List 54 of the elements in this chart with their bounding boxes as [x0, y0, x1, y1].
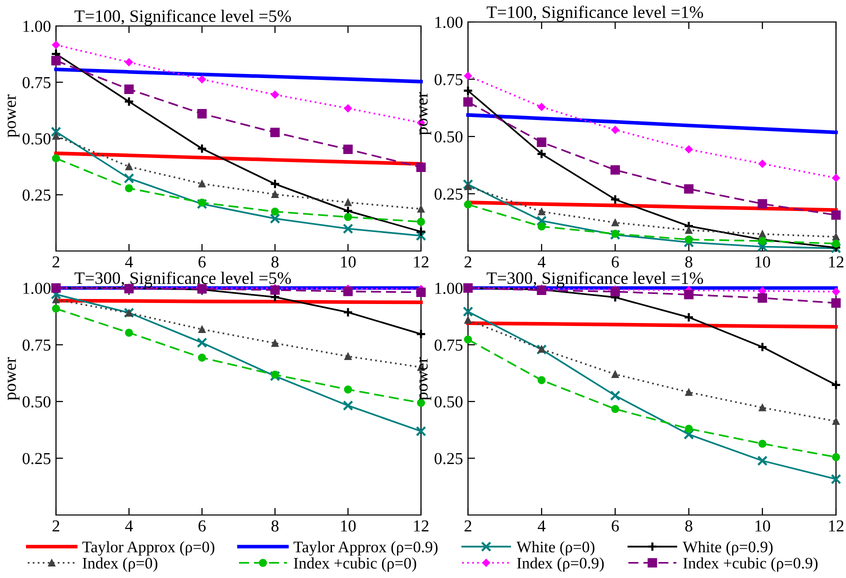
y-tick-label: 0.25	[434, 188, 462, 200]
x-tick-label: 2	[464, 256, 472, 268]
x-tick-label: 8	[685, 256, 692, 268]
y-tick-label: 0.75	[434, 339, 462, 351]
y-axis-title: power	[8, 357, 20, 400]
x-tick-label: 2	[52, 520, 60, 532]
x-tick-label: 6	[612, 256, 619, 268]
x-tick-label: 4	[125, 256, 133, 268]
x-tick-label: 4	[538, 256, 546, 268]
x-tick-label: 8	[271, 256, 279, 268]
y-tick-label: 1.00	[435, 16, 463, 28]
y-tick-label: 0.25	[22, 189, 50, 201]
legend-label: Index (ρ=0.9)	[517, 557, 604, 572]
x-tick-label: 12	[414, 256, 428, 268]
y-tick-label: 1.00	[435, 282, 463, 294]
x-tick-label: 10	[756, 256, 770, 268]
chart-title: T=100, Significance level =5%	[74, 10, 291, 26]
chart-title: T=300, Significance level =5%	[74, 272, 291, 288]
y-tick-label: 0.50	[22, 133, 51, 145]
y-tick-label: 0.75	[22, 339, 50, 351]
x-tick-label: 8	[685, 520, 692, 532]
x-tick-label: 12	[829, 520, 844, 532]
x-tick-label: 4	[125, 520, 133, 532]
x-tick-label: 10	[756, 520, 770, 532]
legend-label: White (ρ=0.9)	[682, 541, 773, 556]
y-tick-label: 0.50	[434, 396, 463, 408]
x-tick-label: 6	[198, 256, 206, 268]
y-tick-label: 0.75	[22, 76, 50, 88]
legend-label: Index (ρ=0)	[82, 557, 158, 572]
x-tick-label: 2	[464, 520, 472, 532]
x-tick-label: 6	[198, 520, 206, 532]
y-tick-label: 0.75	[434, 74, 462, 86]
x-tick-label: 4	[538, 520, 546, 532]
legend-label: Taylor Approx (ρ=0.9)	[294, 541, 438, 556]
legend-label: Index +cubic (ρ=0)	[294, 557, 416, 572]
y-tick-label: 0.50	[22, 396, 51, 408]
y-tick-label: 0.50	[434, 131, 463, 143]
y-tick-label: 0.25	[434, 452, 462, 464]
x-tick-label: 2	[52, 256, 60, 268]
y-tick-label: 1.00	[23, 282, 51, 294]
x-tick-label: 8	[271, 520, 279, 532]
y-tick-label: 1.00	[23, 20, 51, 32]
y-axis-title: power	[8, 94, 20, 138]
x-tick-label: 6	[612, 520, 619, 532]
legend-label: Index +cubic (ρ=0.9)	[683, 557, 818, 572]
y-tick-label: 0.25	[22, 452, 50, 464]
x-tick-label: 10	[341, 520, 356, 532]
chart-title: T=300, Significance level =1%	[486, 272, 704, 288]
x-tick-label: 12	[829, 256, 844, 268]
chart-title: T=100, Significance level =1%	[486, 6, 704, 22]
x-tick-label: 10	[341, 256, 356, 268]
legend-label: Taylor Approx (ρ=0)	[82, 541, 214, 556]
x-tick-label: 12	[414, 520, 428, 532]
legend-label: White (ρ=0)	[516, 541, 594, 556]
